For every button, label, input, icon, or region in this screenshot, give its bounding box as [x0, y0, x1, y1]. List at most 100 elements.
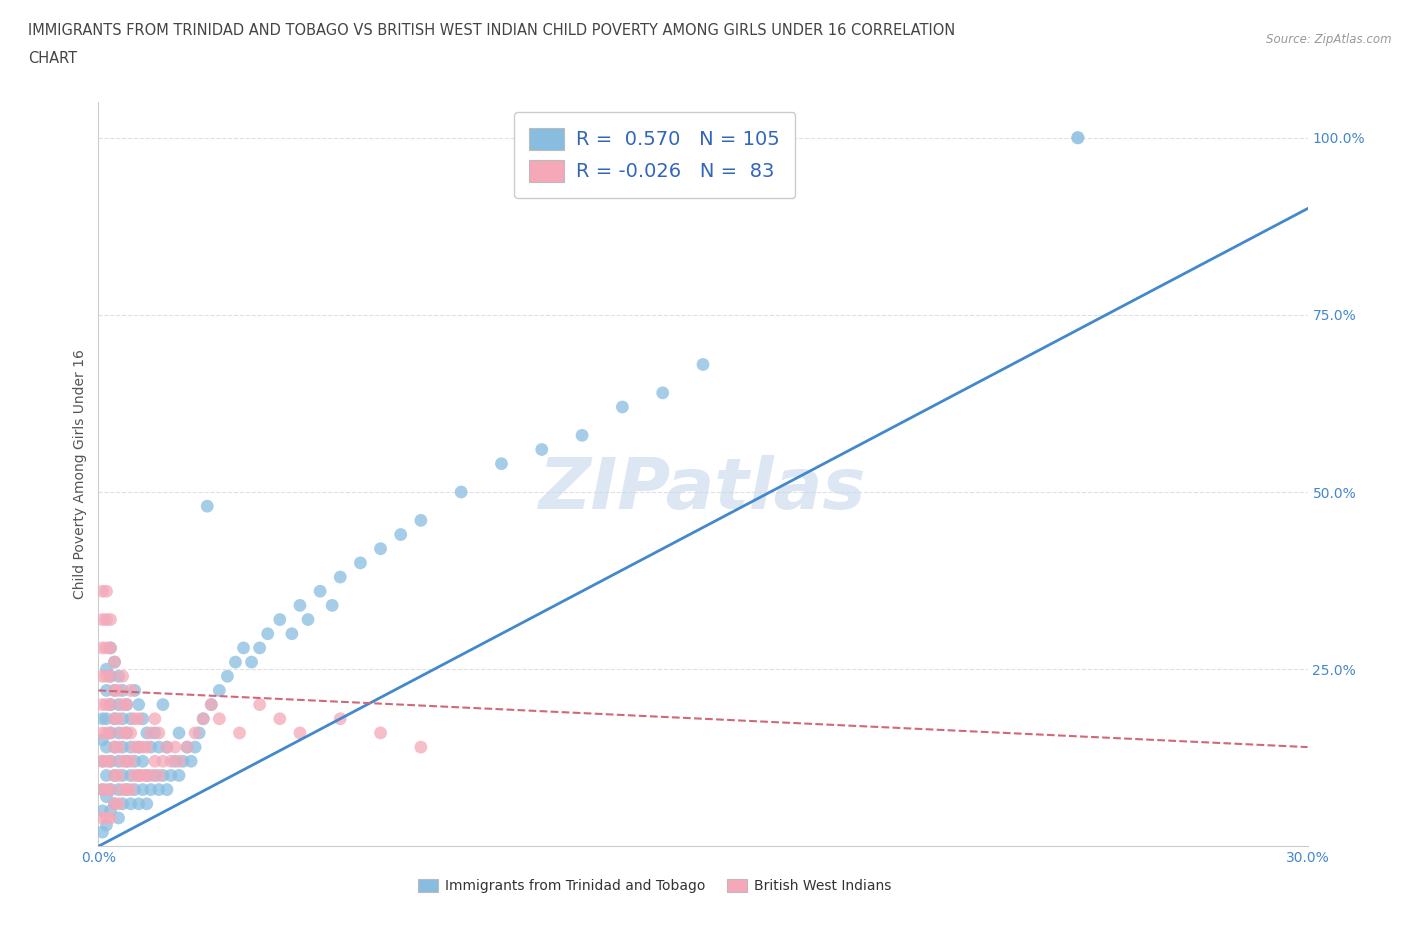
Point: [329, 711, 352, 726]
Point: [96, 584, 118, 599]
Point: [135, 739, 157, 754]
Text: Source: ZipAtlas.com: Source: ZipAtlas.com: [1267, 33, 1392, 46]
Point: [100, 782, 122, 797]
Point: [100, 612, 122, 627]
Point: [288, 598, 311, 613]
Point: [103, 683, 125, 698]
Point: [103, 655, 125, 670]
Point: [152, 768, 174, 783]
Point: [128, 739, 150, 754]
Point: [91, 698, 114, 712]
Point: [195, 498, 218, 513]
Point: [184, 725, 207, 740]
Point: [132, 768, 155, 783]
Point: [111, 711, 134, 726]
Point: [91, 612, 114, 627]
Point: [224, 655, 246, 670]
Point: [96, 669, 118, 684]
Point: [156, 782, 179, 797]
Point: [148, 768, 170, 783]
Point: [96, 817, 118, 832]
Point: [491, 457, 513, 472]
Point: [124, 683, 146, 698]
Point: [100, 641, 122, 656]
Point: [208, 711, 231, 726]
Point: [100, 698, 122, 712]
Point: [409, 513, 432, 528]
Point: [160, 754, 183, 769]
Point: [103, 796, 125, 811]
Point: [120, 739, 142, 754]
Point: [288, 725, 311, 740]
Point: [111, 669, 134, 684]
Point: [120, 796, 142, 811]
Point: [120, 754, 142, 769]
Point: [115, 725, 138, 740]
Point: [176, 739, 198, 754]
Point: [96, 768, 118, 783]
Point: [100, 641, 122, 656]
Text: IMMIGRANTS FROM TRINIDAD AND TOBAGO VS BRITISH WEST INDIAN CHILD POVERTY AMONG G: IMMIGRANTS FROM TRINIDAD AND TOBAGO VS B…: [28, 23, 955, 38]
Point: [148, 739, 170, 754]
Point: [135, 768, 157, 783]
Point: [128, 768, 150, 783]
Point: [96, 782, 118, 797]
Point: [188, 725, 211, 740]
Point: [115, 698, 138, 712]
Point: [111, 782, 134, 797]
Point: [115, 754, 138, 769]
Point: [103, 796, 125, 811]
Point: [135, 725, 157, 740]
Point: [100, 698, 122, 712]
Point: [143, 711, 166, 726]
Point: [128, 711, 150, 726]
Point: [91, 825, 114, 840]
Point: [269, 612, 291, 627]
Point: [120, 725, 142, 740]
Point: [120, 782, 142, 797]
Point: [103, 711, 125, 726]
Point: [91, 782, 114, 797]
Point: [111, 725, 134, 740]
Point: [96, 811, 118, 826]
Point: [124, 768, 146, 783]
Point: [107, 796, 129, 811]
Point: [128, 739, 150, 754]
Point: [100, 754, 122, 769]
Point: [96, 711, 118, 726]
Point: [200, 698, 222, 712]
Point: [91, 641, 114, 656]
Point: [208, 683, 231, 698]
Point: [143, 768, 166, 783]
Point: [115, 782, 138, 797]
Point: [100, 725, 122, 740]
Point: [193, 711, 215, 726]
Point: [160, 768, 183, 783]
Point: [103, 683, 125, 698]
Point: [163, 739, 186, 754]
Point: [139, 739, 162, 754]
Point: [111, 683, 134, 698]
Point: [96, 739, 118, 754]
Point: [124, 782, 146, 797]
Point: [96, 641, 118, 656]
Point: [232, 641, 254, 656]
Point: [124, 754, 146, 769]
Point: [409, 739, 432, 754]
Point: [107, 698, 129, 712]
Point: [107, 683, 129, 698]
Point: [115, 725, 138, 740]
Point: [180, 754, 202, 769]
Point: [103, 655, 125, 670]
Point: [349, 555, 371, 570]
Point: [96, 754, 118, 769]
Point: [156, 739, 179, 754]
Point: [256, 626, 278, 641]
Point: [103, 739, 125, 754]
Point: [115, 754, 138, 769]
Point: [115, 782, 138, 797]
Point: [91, 804, 114, 818]
Point: [139, 782, 162, 797]
Point: [96, 612, 118, 627]
Point: [249, 698, 271, 712]
